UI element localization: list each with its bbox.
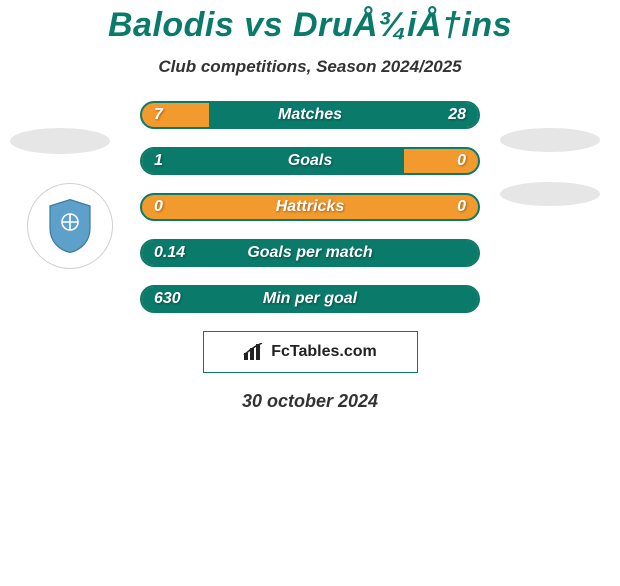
stat-label: Goals: [212, 152, 408, 170]
club-badge: [27, 183, 113, 269]
stat-row: 7Matches28: [140, 101, 480, 129]
brand-text: FcTables.com: [271, 343, 377, 361]
stat-left-value: 7: [142, 106, 212, 124]
stat-row: 1Goals0: [140, 147, 480, 175]
stat-left-value: 0: [142, 198, 212, 216]
footer-date: 30 october 2024: [0, 391, 620, 412]
stat-label: Hattricks: [212, 198, 408, 216]
stat-row: 0Hattricks0: [140, 193, 480, 221]
brand-box[interactable]: FcTables.com: [203, 331, 418, 373]
right-placeholder-ellipse-b: [500, 182, 600, 206]
stat-row: 0.14Goals per match: [140, 239, 480, 267]
shield-icon: [46, 198, 94, 254]
stats-container: 7Matches281Goals00Hattricks00.14Goals pe…: [140, 101, 480, 313]
bar-chart-icon: [243, 343, 265, 361]
stat-row: 630Min per goal: [140, 285, 480, 313]
stat-label: Min per goal: [212, 290, 408, 308]
stat-left-value: 0.14: [142, 244, 212, 262]
right-placeholder-ellipse-a: [500, 128, 600, 152]
stat-right-value: 0: [408, 198, 478, 216]
stat-left-value: 630: [142, 290, 212, 308]
stat-left-value: 1: [142, 152, 212, 170]
page-subtitle: Club competitions, Season 2024/2025: [0, 57, 620, 77]
left-placeholder-ellipse: [10, 128, 110, 154]
stat-label: Matches: [212, 106, 408, 124]
stat-right-value: 28: [408, 106, 478, 124]
stat-label: Goals per match: [212, 244, 408, 262]
page-title: Balodis vs DruÅ¾iÅ†ins: [0, 6, 620, 45]
stat-right-value: 0: [408, 152, 478, 170]
